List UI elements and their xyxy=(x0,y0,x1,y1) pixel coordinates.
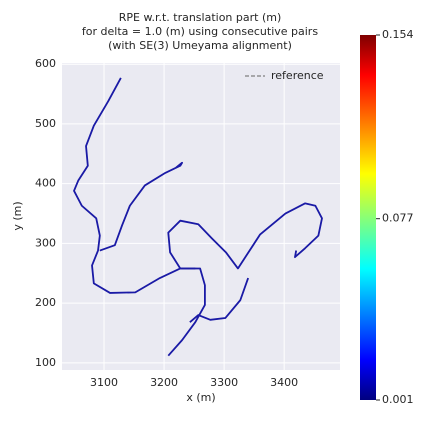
y-tick-label: 400 xyxy=(35,177,56,190)
trajectory-line xyxy=(167,202,323,270)
x-tick-label: 3400 xyxy=(270,376,298,389)
colorbar xyxy=(360,35,376,400)
x-tick-label: 3300 xyxy=(210,376,238,389)
colorbar-tick-label: 0.077 xyxy=(382,212,414,225)
title-line: RPE w.r.t. translation part (m) xyxy=(119,11,282,24)
title-line: for delta = 1.0 (m) using consecutive pa… xyxy=(82,25,318,38)
y-tick-label: 300 xyxy=(35,236,56,249)
trajectory-line xyxy=(99,161,183,252)
colorbar-tick-label: 0.001 xyxy=(382,393,414,406)
y-tick-label: 500 xyxy=(35,117,56,130)
y-axis-label: y (m) xyxy=(11,201,24,230)
x-tick-label: 3100 xyxy=(90,376,118,389)
legend-label: reference xyxy=(271,69,324,82)
trajectory-line xyxy=(189,277,249,323)
title-line: (with SE(3) Umeyama alignment) xyxy=(108,39,292,52)
trajectory-line xyxy=(73,77,206,357)
x-axis-label: x (m) xyxy=(186,391,215,404)
y-tick-label: 600 xyxy=(35,57,56,70)
plot-area xyxy=(62,63,340,370)
x-tick-label: 3200 xyxy=(150,376,178,389)
y-tick-label: 100 xyxy=(35,356,56,369)
y-tick-label: 200 xyxy=(35,296,56,309)
colorbar-tick-label: 0.154 xyxy=(382,28,414,41)
